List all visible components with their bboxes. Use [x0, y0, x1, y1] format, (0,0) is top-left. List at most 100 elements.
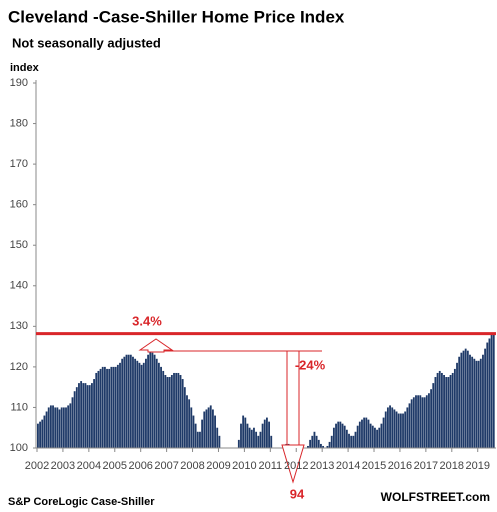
- bar: [447, 377, 450, 448]
- bar: [376, 429, 379, 448]
- x-tick-label: 2003: [51, 460, 75, 472]
- bar: [337, 421, 340, 448]
- bar: [168, 377, 171, 448]
- bar: [140, 364, 143, 448]
- bar: [464, 348, 467, 448]
- bar: [250, 429, 253, 448]
- bar: [60, 407, 63, 448]
- bar: [311, 435, 314, 448]
- bar: [218, 435, 221, 448]
- bar: [160, 366, 162, 448]
- bar: [196, 431, 199, 448]
- bar: [106, 368, 108, 448]
- bar: [386, 407, 389, 448]
- bar: [237, 439, 240, 448]
- bar: [307, 445, 309, 448]
- bar: [101, 366, 104, 448]
- x-tick-label: 2009: [206, 460, 230, 472]
- bar: [365, 417, 368, 448]
- bar: [240, 423, 242, 448]
- source: S&P CoreLogic Case-Shiller: [8, 496, 155, 508]
- bar: [58, 409, 61, 448]
- bar: [110, 366, 113, 448]
- bar: [49, 405, 52, 448]
- bar: [138, 362, 141, 448]
- bar: [62, 407, 65, 448]
- x-tick-label: 2010: [232, 460, 256, 472]
- bar: [41, 419, 44, 448]
- bar: [477, 360, 480, 448]
- bar: [67, 405, 70, 448]
- bar: [39, 421, 41, 448]
- bar: [164, 375, 167, 448]
- bar: [380, 423, 383, 448]
- bar: [363, 417, 366, 448]
- annotation: 3.4%: [132, 313, 162, 328]
- bar: [75, 387, 78, 448]
- x-tick-label: 2015: [362, 460, 386, 472]
- y-tick-label: 180: [10, 117, 28, 129]
- bar: [341, 423, 344, 448]
- bar: [45, 411, 48, 448]
- bar: [475, 360, 478, 448]
- x-tick-label: 2019: [465, 460, 489, 472]
- bar: [462, 350, 465, 448]
- bar: [263, 419, 266, 448]
- bar: [332, 427, 335, 448]
- bar: [223, 448, 225, 456]
- bar: [460, 352, 463, 448]
- bar: [279, 448, 281, 456]
- bar: [473, 358, 476, 448]
- bar: [147, 354, 150, 448]
- bar: [257, 435, 260, 448]
- bar: [65, 407, 67, 448]
- bar: [430, 389, 433, 448]
- bar: [127, 354, 130, 448]
- bar: [69, 403, 72, 448]
- bar: [417, 395, 420, 448]
- bar: [471, 356, 474, 448]
- x-tick-label: 2013: [310, 460, 334, 472]
- bar: [440, 372, 443, 448]
- bar: [205, 409, 208, 448]
- bar: [268, 421, 270, 448]
- bar: [93, 379, 96, 448]
- bar: [406, 407, 409, 448]
- bar: [37, 423, 39, 448]
- bar: [384, 411, 387, 448]
- bar: [136, 360, 139, 448]
- bar: [73, 391, 76, 448]
- bar: [313, 431, 316, 448]
- bar: [155, 358, 158, 448]
- y-tick-label: 130: [10, 320, 28, 332]
- bar: [404, 411, 407, 448]
- bar: [277, 448, 279, 460]
- x-tick-label: 2018: [440, 460, 464, 472]
- bar: [181, 379, 184, 448]
- bar: [482, 354, 484, 448]
- bar: [125, 354, 128, 448]
- bar: [275, 448, 277, 456]
- up-arrow: [138, 338, 174, 353]
- y-tick-label: 170: [10, 158, 28, 170]
- bar: [56, 407, 59, 448]
- bar: [399, 413, 402, 448]
- bar: [389, 405, 391, 448]
- bar: [378, 427, 381, 448]
- bar: [451, 372, 454, 448]
- x-tick-label: 2004: [77, 460, 101, 472]
- bar: [391, 407, 394, 448]
- bar: [209, 405, 212, 448]
- bar: [86, 385, 89, 448]
- bar: [408, 403, 411, 448]
- y-tick-label: 160: [10, 199, 28, 211]
- bar: [186, 395, 188, 448]
- x-tick-label: 2016: [388, 460, 412, 472]
- bar: [356, 425, 359, 448]
- bar: [486, 342, 489, 448]
- bar: [123, 356, 126, 448]
- y-tick-label: 140: [10, 280, 28, 292]
- arrows: [138, 338, 322, 484]
- bar: [192, 415, 195, 448]
- bar: [361, 419, 363, 448]
